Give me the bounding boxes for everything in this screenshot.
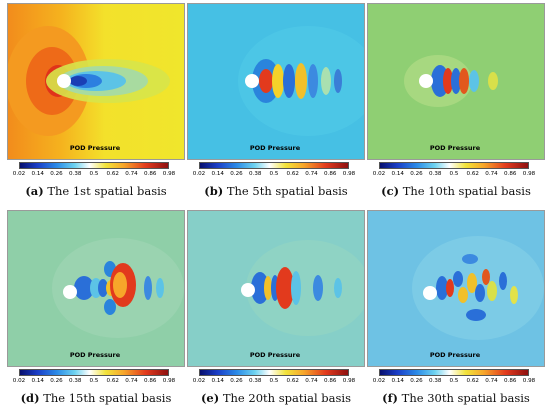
colorbar-tick: 0.26 bbox=[410, 378, 423, 384]
caption-title: The 10th spatial basis bbox=[402, 184, 531, 198]
caption-title: The 5th spatial basis bbox=[226, 184, 348, 198]
colorbar-tick: 0.98 bbox=[342, 378, 356, 384]
colorbar-tick: 0.86 bbox=[144, 171, 157, 177]
colorbar-tick: 0.38 bbox=[69, 171, 82, 177]
colorbar-tick: 0.86 bbox=[144, 378, 157, 384]
colorbar-tick: 0.26 bbox=[230, 171, 243, 177]
colorbar-tick: 0.14 bbox=[211, 171, 224, 177]
figure-caption: (c) The 10th spatial basis bbox=[367, 184, 545, 198]
colorbar-tick: 0.02 bbox=[12, 378, 26, 384]
colorbar-tick: 0.26 bbox=[230, 378, 243, 384]
colorbar-tick: 0.38 bbox=[429, 171, 442, 177]
colorbar-tick: 0.38 bbox=[429, 378, 442, 384]
pressure-field-plot-f bbox=[367, 210, 545, 367]
colorbar-tick: 0.14 bbox=[31, 171, 44, 177]
pressure-field-plot-b bbox=[187, 3, 365, 160]
colorbar-label: POD Pressure bbox=[249, 351, 301, 359]
colorbar-tick: 0.38 bbox=[249, 378, 262, 384]
colorbar bbox=[199, 369, 349, 376]
figure-caption: (b) The 5th spatial basis bbox=[187, 184, 365, 198]
colorbar-label: POD Pressure bbox=[69, 351, 121, 359]
colorbar-tick: 0.62 bbox=[286, 171, 299, 177]
colorbar-tick: 0.14 bbox=[211, 378, 224, 384]
colorbar-label: POD Pressure bbox=[69, 144, 121, 152]
pressure-field-plot-c bbox=[367, 3, 545, 160]
colorbar-tick: 0.02 bbox=[12, 171, 26, 177]
colorbar-tick: 0.02 bbox=[372, 378, 386, 384]
colorbar-tick: 0.86 bbox=[324, 378, 337, 384]
colorbar-tick: 0.26 bbox=[50, 171, 63, 177]
pressure-field-plot-d bbox=[7, 210, 185, 367]
colorbar-tick: 0.74 bbox=[305, 378, 318, 384]
colorbar-tick: 0.98 bbox=[162, 378, 176, 384]
colorbar-tick: 0.98 bbox=[342, 171, 356, 177]
colorbar bbox=[379, 369, 529, 376]
caption-title: The 20th spatial basis bbox=[222, 391, 352, 405]
colorbar-tick: 0.5 bbox=[269, 171, 279, 177]
caption-letter: (c) bbox=[381, 184, 400, 198]
colorbar bbox=[379, 162, 529, 169]
caption-title: The 30th spatial basis bbox=[401, 391, 530, 405]
colorbar-tick: 0.74 bbox=[125, 171, 138, 177]
colorbar-tick: 0.5 bbox=[449, 378, 459, 384]
figure-caption: (d) The 15th spatial basis bbox=[7, 391, 185, 405]
colorbar-tick: 0.26 bbox=[50, 378, 63, 384]
colorbar-tick: 0.86 bbox=[324, 171, 337, 177]
colorbar-ticks: 0.02 0.14 0.26 0.38 0.5 0.62 0.74 0.86 0… bbox=[13, 378, 175, 386]
colorbar-tick: 0.62 bbox=[466, 378, 479, 384]
colorbar-tick: 0.14 bbox=[31, 378, 44, 384]
colorbar-tick: 0.98 bbox=[522, 378, 536, 384]
colorbar-tick: 0.86 bbox=[504, 378, 517, 384]
colorbar-tick: 0.74 bbox=[485, 171, 498, 177]
caption-title: The 1st spatial basis bbox=[47, 184, 167, 198]
colorbar-tick: 0.02 bbox=[372, 171, 386, 177]
colorbar-tick: 0.74 bbox=[485, 378, 498, 384]
colorbar-tick: 0.74 bbox=[305, 171, 318, 177]
colorbar-label: POD Pressure bbox=[249, 144, 301, 152]
colorbar-ticks: 0.02 0.14 0.26 0.38 0.5 0.62 0.74 0.86 0… bbox=[193, 378, 355, 386]
colorbar-tick: 0.62 bbox=[466, 171, 479, 177]
colorbar-tick: 0.02 bbox=[192, 378, 206, 384]
colorbar-label: POD Pressure bbox=[429, 144, 481, 152]
caption-title: The 15th spatial basis bbox=[43, 391, 172, 405]
colorbar-tick: 0.5 bbox=[89, 171, 99, 177]
colorbar-tick: 0.38 bbox=[249, 171, 262, 177]
colorbar-tick: 0.5 bbox=[449, 171, 459, 177]
colorbar-tick: 0.14 bbox=[391, 171, 404, 177]
pressure-field-plot-a bbox=[7, 3, 185, 160]
pressure-field-plot-e bbox=[187, 210, 365, 367]
colorbar-tick: 0.62 bbox=[106, 378, 119, 384]
colorbar-ticks: 0.02 0.14 0.26 0.38 0.5 0.62 0.74 0.86 0… bbox=[373, 171, 535, 179]
colorbar bbox=[19, 162, 169, 169]
colorbar-ticks: 0.02 0.14 0.26 0.38 0.5 0.62 0.74 0.86 0… bbox=[193, 171, 355, 179]
colorbar-tick: 0.14 bbox=[391, 378, 404, 384]
colorbar-tick: 0.98 bbox=[522, 171, 536, 177]
caption-letter: (d) bbox=[20, 391, 40, 405]
colorbar-tick: 0.62 bbox=[286, 378, 299, 384]
colorbar-tick: 0.26 bbox=[410, 171, 423, 177]
colorbar bbox=[19, 369, 169, 376]
colorbar-tick: 0.38 bbox=[69, 378, 82, 384]
colorbar-tick: 0.5 bbox=[269, 378, 279, 384]
colorbar-tick: 0.5 bbox=[89, 378, 99, 384]
colorbar-tick: 0.98 bbox=[162, 171, 176, 177]
figure-caption: (e) The 20th spatial basis bbox=[187, 391, 365, 405]
caption-letter: (b) bbox=[204, 184, 224, 198]
caption-letter: (a) bbox=[25, 184, 44, 198]
colorbar-ticks: 0.02 0.14 0.26 0.38 0.5 0.62 0.74 0.86 0… bbox=[373, 378, 535, 386]
colorbar-tick: 0.74 bbox=[125, 378, 138, 384]
caption-letter: (f) bbox=[382, 391, 398, 405]
colorbar-tick: 0.62 bbox=[106, 171, 119, 177]
figure-caption: (a) The 1st spatial basis bbox=[7, 184, 185, 198]
caption-letter: (e) bbox=[200, 391, 220, 405]
colorbar-label: POD Pressure bbox=[429, 351, 481, 359]
colorbar-ticks: 0.02 0.14 0.26 0.38 0.5 0.62 0.74 0.86 0… bbox=[13, 171, 175, 179]
colorbar-tick: 0.02 bbox=[192, 171, 206, 177]
figure-caption: (f) The 30th spatial basis bbox=[367, 391, 545, 405]
colorbar-tick: 0.86 bbox=[504, 171, 517, 177]
colorbar bbox=[199, 162, 349, 169]
